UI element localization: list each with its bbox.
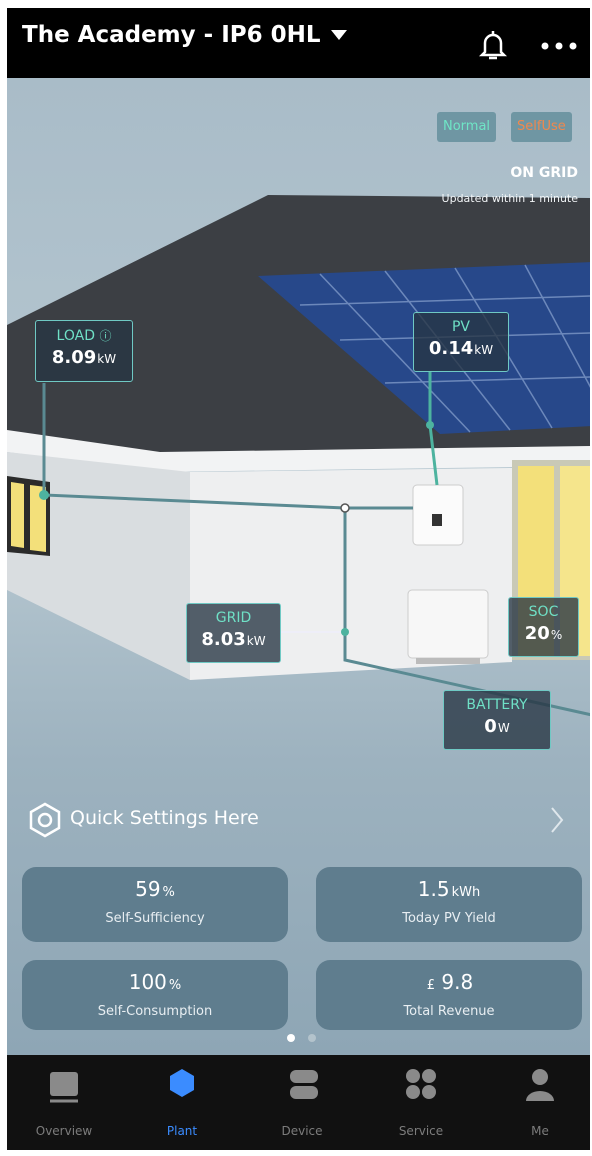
stat-value: 59 — [135, 877, 160, 901]
nav-label[interactable]: Me — [490, 1124, 590, 1138]
stat-label: Today PV Yield — [316, 911, 582, 926]
grid-unit: kW — [247, 634, 266, 648]
nav-label-active[interactable]: Plant — [132, 1124, 232, 1138]
grid-label: GRID — [187, 610, 280, 626]
stat-card[interactable]: 59% Self-Sufficiency — [22, 867, 288, 942]
nav-label[interactable]: Device — [252, 1124, 352, 1138]
page-dot[interactable] — [308, 1034, 316, 1042]
load-value: 8.09 — [52, 347, 96, 368]
stat-label: Total Revenue — [316, 1004, 582, 1019]
stat-card[interactable]: £ 9.8 Total Revenue — [316, 960, 582, 1030]
battery-value: 0 — [484, 716, 497, 737]
device-icon[interactable] — [290, 1070, 318, 1083]
battery-label: BATTERY — [444, 697, 550, 713]
soc-label: SOC — [509, 604, 578, 620]
pv-unit: kW — [474, 343, 493, 357]
battery-unit: W — [498, 721, 510, 735]
battery-box[interactable]: BATTERY 0W — [443, 690, 551, 750]
dropdown-caret — [329, 28, 349, 42]
battery-unit — [408, 590, 488, 658]
soc-unit: % — [551, 628, 562, 642]
status-badge: Normal — [437, 112, 496, 142]
pv-box[interactable]: PV 0.14kW — [413, 312, 509, 372]
me-icon[interactable] — [532, 1069, 548, 1085]
page-dot-active[interactable] — [287, 1034, 295, 1042]
pv-value: 0.14 — [429, 338, 473, 359]
stat-value: 100 — [129, 970, 167, 994]
plant-selector[interactable]: The Academy - IP6 0HL — [22, 22, 349, 48]
load-unit: kW — [97, 352, 116, 366]
plant-icon[interactable] — [170, 1069, 194, 1097]
nav-label[interactable]: Overview — [14, 1124, 114, 1138]
stat-unit: kWh — [452, 885, 481, 900]
stat-label: Self-Consumption — [22, 1004, 288, 1019]
load-label: LOAD — [57, 328, 95, 344]
nav-icons — [7, 1055, 590, 1125]
soc-box[interactable]: SOC 20% — [508, 597, 579, 657]
pv-label: PV — [414, 319, 508, 335]
more-icon[interactable] — [540, 40, 580, 52]
stat-value: 1.5 — [418, 877, 450, 901]
service-icon[interactable] — [406, 1069, 436, 1099]
grid-box[interactable]: GRID 8.03kW — [186, 603, 281, 663]
stat-label: Self-Sufficiency — [22, 911, 288, 926]
bell-icon[interactable] — [478, 28, 508, 62]
quick-settings[interactable]: Quick Settings Here — [70, 807, 259, 829]
grid-value: 8.03 — [201, 629, 245, 650]
nav-label[interactable]: Service — [371, 1124, 471, 1138]
stat-unit: % — [169, 978, 181, 993]
stat-currency: £ — [427, 978, 435, 993]
stat-card[interactable]: 100% Self-Consumption — [22, 960, 288, 1030]
work-mode-badge: SelfUse — [511, 112, 572, 142]
grid-state: ON GRID — [510, 165, 578, 181]
load-box[interactable]: LOAD ⓘ 8.09kW — [35, 320, 133, 382]
plant-title: The Academy - IP6 0HL — [22, 22, 321, 48]
stat-value: 9.8 — [441, 970, 473, 994]
soc-value: 20 — [525, 623, 550, 644]
stat-unit: % — [163, 885, 175, 900]
app-screen: The Academy - IP6 0HL Normal SelfUse ON … — [0, 0, 592, 1156]
update-time: Updated within 1 minute — [442, 192, 578, 205]
overview-icon[interactable] — [50, 1072, 78, 1096]
